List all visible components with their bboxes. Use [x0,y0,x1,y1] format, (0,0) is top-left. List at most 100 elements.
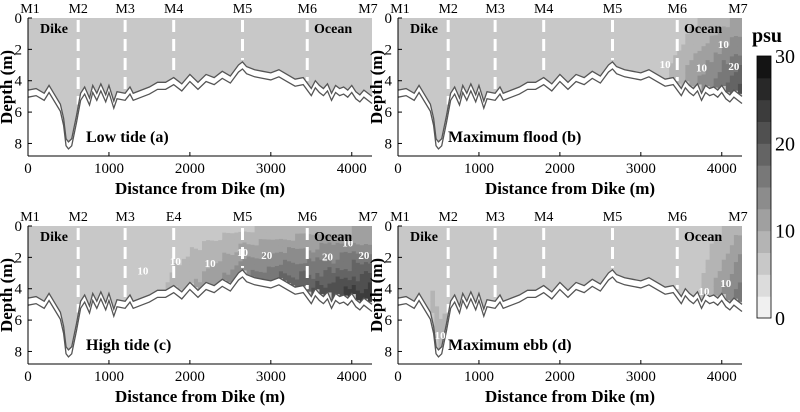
salinity-cell [278,245,284,253]
y-tick-label: 4 [385,74,393,90]
salinity-cell [177,265,183,274]
salinity-cell [282,226,288,234]
salinity-cell [717,72,723,82]
salinity-cell [713,52,719,62]
x-tick-label: 3000 [256,369,286,385]
salinity-cell [689,276,695,286]
salinity-cell [214,278,219,287]
salinity-cell [185,248,191,258]
salinity-cell [254,226,260,234]
salinity-cell [299,248,304,257]
salinity-cell [226,239,231,248]
salinity-cell [729,274,735,285]
panel-label: Maximum flood (b) [448,129,581,146]
salinity-cell [242,242,248,249]
salinity-cell [709,261,715,271]
salinity-cell [250,226,256,233]
salinity-cell [169,256,175,266]
salinity-cell [351,259,357,269]
salinity-cell [351,276,357,286]
salinity-cell [689,26,695,36]
salinity-cell [189,240,195,248]
salinity-cell [230,255,235,263]
salinity-cell [189,233,195,241]
salinity-cell [197,274,203,283]
salinity-cell [713,277,719,287]
salinity-cell [262,232,268,240]
salinity-cell [291,262,296,271]
salinity-cell [315,280,320,290]
salinity-cell [299,226,304,235]
salinity-cell [218,247,223,255]
contour-label: 10 [137,266,149,278]
salinity-cell [347,244,353,254]
salinity-cell [430,290,436,303]
salinity-cell [258,252,264,260]
salinity-cell [161,258,167,267]
salinity-cell [705,234,711,244]
salinity-cell [282,232,288,241]
salinity-cell [226,232,231,241]
salinity-cell [351,234,357,244]
salinity-cell [669,33,674,42]
salinity-cell [689,259,695,269]
salinity-cell [311,226,316,236]
salinity-cell [323,234,329,245]
salinity-cell [665,48,670,57]
salinity-cell [713,18,719,28]
salinity-cell [697,50,703,60]
salinity-cell [299,241,304,250]
salinity-cell [709,278,715,289]
salinity-cell [214,263,219,272]
salinity-cell [733,262,739,272]
salinity-cell [733,27,739,37]
salinity-cell [697,283,703,293]
salinity-cell [737,263,742,274]
salinity-cell [189,261,195,269]
salinity-cell [319,285,325,295]
salinity-cell [737,226,742,237]
salinity-cell [737,83,742,94]
salinity-cell [657,53,662,61]
salinity-cell [721,251,727,261]
salinity-cell [291,277,296,286]
salinity-cell [303,263,308,272]
salinity-cell [210,247,215,256]
salinity-cell [282,246,288,254]
salinity-cell [258,226,264,234]
salinity-cell [697,242,703,252]
salinity-cell [721,43,727,53]
y-tick-label: 2 [15,250,23,266]
salinity-cell [307,226,312,235]
salinity-cell [697,234,703,244]
salinity-cell [701,226,707,237]
salinity-cell [725,244,731,255]
salinity-cell [189,247,195,255]
dike-label: Dike [410,230,438,245]
bottom-profile-line [397,269,743,351]
salinity-cell [693,278,699,289]
station-label-M7: M7 [358,210,377,225]
salinity-cell [327,267,333,276]
salinity-cell [725,18,731,28]
salinity-cell [299,278,304,287]
colorbar-level [757,99,771,122]
station-label-M5: M5 [603,2,622,17]
salinity-cell [701,27,707,38]
salinity-cell [327,283,333,293]
salinity-cell [681,53,686,63]
salinity-cell [689,51,695,61]
station-label-M4: M4 [164,2,183,17]
salinity-cell [363,235,369,245]
salinity-cell [307,234,312,243]
station-label-M1: M1 [20,2,39,17]
salinity-cell [689,77,695,87]
salinity-cell [185,226,191,235]
x-tick-label: 4000 [707,369,737,385]
salinity-cell [705,285,711,295]
station-label-M3: M3 [485,2,504,17]
salinity-cell [250,232,256,240]
salinity-cell [266,273,272,281]
salinity-cell [713,35,719,45]
station-label-M3: M3 [115,2,134,17]
